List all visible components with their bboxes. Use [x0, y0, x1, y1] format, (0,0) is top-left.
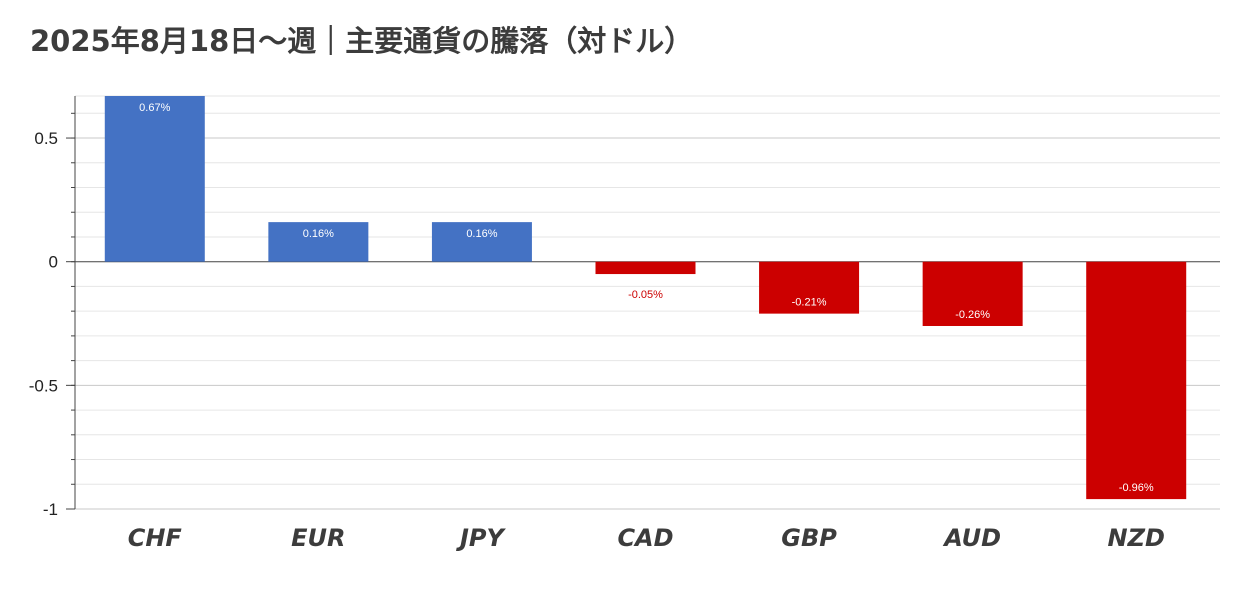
x-tick-label-jpy: JPY: [456, 524, 507, 552]
data-label-aud: -0.26%: [955, 309, 990, 321]
data-label-nzd: -0.96%: [1119, 482, 1154, 494]
grid-lines: [75, 95, 1220, 510]
bar-nzd: [1086, 261, 1187, 500]
y-tick-label: 0: [49, 253, 58, 272]
x-tick-label-gbp: GBP: [781, 524, 837, 552]
bar-chf: [104, 96, 205, 262]
data-label-cad: -0.05%: [628, 289, 663, 301]
axes: [66, 96, 76, 510]
data-label-chf: 0.67%: [139, 102, 170, 114]
data-label-gbp: -0.21%: [792, 297, 827, 309]
data-label-jpy: 0.16%: [466, 228, 497, 240]
labels: 0.5 0 -0.5 -1 0.67% CHF 0.16% EUR 0.16% JPY -0.05%…: [29, 102, 1165, 552]
x-tick-label-aud: AUD: [942, 524, 1001, 552]
y-tick-label: -1: [43, 500, 58, 519]
bar-gbp: [759, 261, 860, 314]
x-tick-label-chf: CHF: [128, 524, 183, 552]
x-tick-label-nzd: NZD: [1108, 524, 1165, 552]
bar-aud: [922, 261, 1023, 326]
y-tick-label: 0.5: [34, 129, 58, 148]
bar-cad: [595, 261, 696, 275]
bars: [104, 96, 1187, 500]
x-tick-label-cad: CAD: [617, 524, 673, 552]
bar-eur: [268, 222, 369, 262]
y-tick-label: -0.5: [29, 376, 58, 395]
x-tick-label-eur: EUR: [291, 524, 345, 552]
data-label-eur: 0.16%: [303, 228, 334, 240]
bar-jpy: [431, 222, 532, 262]
chart-title: 2025年8月18日～週｜主要通貨の騰落（対ドル）: [30, 24, 694, 58]
